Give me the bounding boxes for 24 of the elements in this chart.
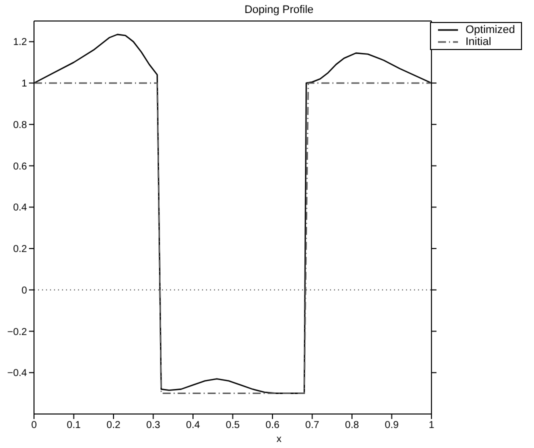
y-tick-label: 0.6	[13, 161, 28, 172]
x-tick-label: 0.3	[146, 420, 161, 432]
y-tick-label: 1.2	[13, 37, 28, 48]
y-tick-label: 0	[21, 285, 28, 296]
y-tick-label: −0.4	[7, 368, 28, 380]
legend-label: Optimized	[465, 24, 515, 36]
x-tick-label: 0.9	[384, 420, 400, 432]
x-tick-label: 1	[428, 420, 435, 432]
x-tick-label: 0.4	[186, 420, 200, 432]
x-tick-label: 0.2	[106, 420, 121, 432]
x-axis-title: x	[276, 434, 282, 445]
x-tick-label: 0.6	[266, 420, 280, 432]
y-tick-label: 1	[21, 78, 28, 90]
y-tick-label: 0.8	[13, 120, 28, 131]
y-tick-label: −0.2	[7, 326, 28, 338]
legend-label: Initial	[465, 36, 492, 48]
x-tick-label: 0.5	[226, 420, 240, 432]
y-tick-label: 0.2	[13, 244, 28, 256]
x-tick-label: 0.7	[305, 420, 320, 432]
y-tick-label: 0.4	[13, 202, 28, 214]
chart-title: Doping Profile	[244, 4, 314, 16]
x-tick-label: 0	[31, 420, 38, 432]
x-tick-label: 0.1	[66, 420, 82, 432]
x-tick-label: 0.8	[345, 420, 360, 432]
